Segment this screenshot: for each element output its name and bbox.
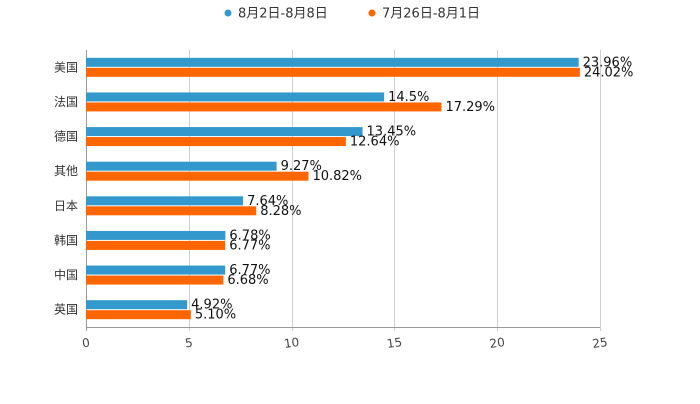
value-label-日本-series-2: 8.28%: [260, 204, 301, 219]
value-label-美国-series-1: 23.96%: [583, 55, 633, 70]
legend-label-2: 7月26日-8月1日: [382, 7, 480, 22]
value-label-其他-series-1: 9.27%: [281, 159, 322, 174]
bar-中国-series-1: [86, 265, 226, 275]
legend: 8月2日-8月8日 7月26日-8月1日: [224, 7, 480, 22]
x-tick-label-0: 0: [81, 336, 91, 351]
bar-韩国-series-2: [86, 240, 226, 250]
value-label-韩国-series-2: 6.77%: [229, 238, 270, 253]
value-label-英国-series-2: 5.10%: [195, 308, 236, 323]
x-tick-label-15: 15: [386, 335, 403, 351]
value-label-美国-series-2: 24.02%: [584, 65, 634, 80]
grid-lines: [86, 50, 601, 331]
value-label-法国-series-2: 17.29%: [445, 100, 495, 115]
bar-日本-series-2: [86, 206, 257, 216]
bars: [86, 57, 580, 320]
category-label-法国: 法国: [54, 95, 78, 109]
bar-日本-series-1: [86, 196, 244, 206]
x-tick-label-10: 10: [283, 335, 300, 351]
bar-美国-series-1: [86, 57, 579, 67]
legend-marker-2: [368, 9, 376, 17]
bar-法国-series-2: [86, 102, 442, 112]
category-label-英国: 英国: [54, 303, 78, 317]
value-label-法国-series-1: 14.5%: [388, 90, 429, 105]
category-label-其他: 其他: [54, 164, 78, 178]
category-label-德国: 德国: [54, 129, 78, 144]
category-label-中国: 中国: [54, 267, 78, 282]
value-label-日本-series-1: 7.64%: [247, 194, 288, 209]
bar-韩国-series-1: [86, 230, 226, 240]
legend-label-1: 8月2日-8月8日: [238, 7, 328, 22]
category-label-美国: 美国: [54, 60, 78, 74]
category-label-韩国: 韩国: [54, 232, 78, 247]
x-tick-label-5: 5: [184, 336, 194, 351]
value-label-英国-series-1: 4.92%: [191, 298, 232, 313]
legend-marker-1: [224, 9, 232, 17]
value-label-德国-series-1: 13.45%: [367, 125, 417, 140]
value-labels: 23.96%24.02% 14.5% 17.29% 13.45%12.64% 9.27%…: [191, 55, 633, 322]
bar-法国-series-1: [86, 92, 385, 102]
x-axis-ticks: 0 5 10 15 20 25: [81, 335, 608, 351]
bar-中国-series-2: [86, 275, 224, 285]
x-tick-label-20: 20: [489, 335, 506, 351]
value-label-中国-series-2: 6.68%: [227, 273, 268, 288]
bar-英国-series-2: [86, 310, 191, 320]
category-label-日本: 日本: [54, 199, 78, 213]
bar-英国-series-1: [86, 300, 188, 310]
value-label-德国-series-2: 12.64%: [350, 135, 400, 150]
value-label-韩国-series-1: 6.78%: [229, 228, 270, 243]
bar-美国-series-2: [86, 67, 580, 77]
x-tick-label-25: 25: [591, 335, 608, 351]
bar-其他-series-1: [86, 161, 277, 171]
bar-德国-series-1: [86, 127, 363, 137]
value-label-中国-series-1: 6.77%: [229, 263, 270, 278]
bar-德国-series-2: [86, 137, 346, 147]
bar-其他-series-2: [86, 171, 309, 181]
value-label-其他-series-2: 10.82%: [312, 169, 362, 184]
